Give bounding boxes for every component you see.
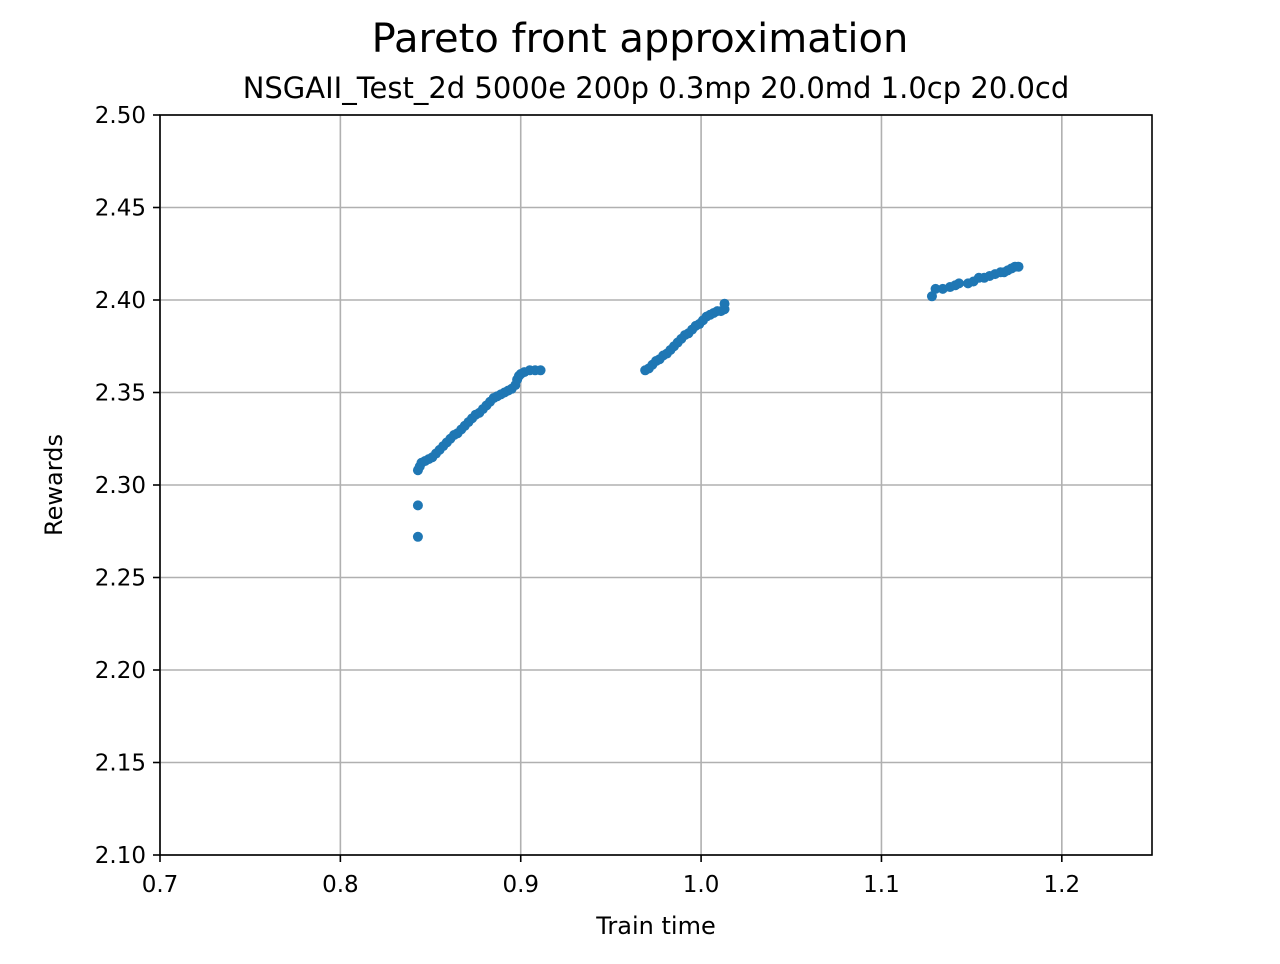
y-tick-label: 2.20 — [95, 658, 146, 684]
chart-suptitle: Pareto front approximation — [372, 16, 909, 62]
data-point — [535, 365, 546, 376]
data-point — [412, 531, 423, 542]
chart-title: NSGAII_Test_2d 5000e 200p 0.3mp 20.0md 1… — [243, 71, 1070, 105]
x-tick-label: 0.8 — [322, 872, 359, 898]
y-tick-label: 2.35 — [95, 381, 146, 407]
x-tick-label: 1.0 — [683, 872, 720, 898]
x-tick-label: 0.9 — [502, 872, 539, 898]
y-tick-label: 2.45 — [95, 196, 146, 222]
x-tick-label: 1.1 — [863, 872, 900, 898]
x-tick-label: 1.2 — [1044, 872, 1081, 898]
grid — [159, 114, 1152, 856]
y-tick-label: 2.50 — [95, 103, 146, 129]
y-tick-label: 2.40 — [95, 288, 146, 314]
data-point — [1013, 261, 1024, 272]
y-tick-label: 2.25 — [95, 566, 146, 592]
data-point — [719, 298, 730, 309]
x-axis-label: Train time — [595, 912, 715, 940]
data-point — [926, 291, 937, 302]
x-tick-label: 0.7 — [142, 872, 179, 898]
y-axis-label: Rewards — [40, 434, 68, 536]
data-points — [412, 261, 1024, 542]
data-point — [930, 283, 941, 294]
data-point — [954, 278, 965, 289]
y-tick-label: 2.10 — [95, 843, 146, 869]
y-tick-label: 2.15 — [95, 751, 146, 777]
y-tick-label: 2.30 — [95, 473, 146, 499]
data-point — [412, 500, 423, 511]
axis-ticks: 0.7 0.8 0.9 1.0 1.1 1.2 2.10 2.15 2.20 2.25 2.30 2.… — [95, 103, 1080, 898]
